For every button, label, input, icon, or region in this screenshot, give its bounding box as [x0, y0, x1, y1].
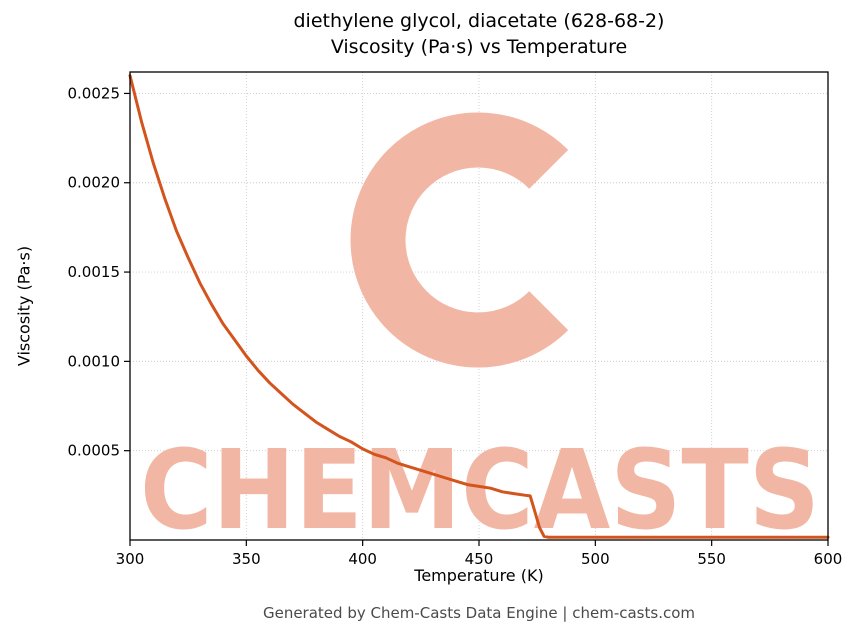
- viscosity-line: [128, 74, 830, 539]
- y-tick-label: 0.0020: [68, 174, 121, 192]
- chart-subtitle: Viscosity (Pa·s) vs Temperature: [330, 36, 628, 58]
- y-tick-label: 0.0015: [68, 263, 121, 281]
- y-tick-label: 0.0010: [68, 352, 121, 370]
- chart-title: diethylene glycol, diacetate (628-68-2): [293, 10, 665, 32]
- watermark-c-swirl-logo: [350, 112, 569, 368]
- x-tick-label: 350: [232, 550, 261, 568]
- y-tick-label: 0.0025: [68, 84, 121, 102]
- x-tick-label: 300: [116, 550, 145, 568]
- x-axis-label: Temperature (K): [414, 566, 544, 585]
- x-tick-label: 550: [697, 550, 726, 568]
- x-tick-label: 450: [465, 550, 494, 568]
- y-tick-label: 0.0005: [68, 442, 121, 460]
- x-tick-label: 400: [348, 550, 377, 568]
- x-tick-label: 500: [581, 550, 610, 568]
- footer-text: Generated by Chem-Casts Data Engine | ch…: [262, 604, 696, 622]
- y-axis-label: Viscosity (Pa·s): [14, 245, 34, 367]
- x-tick-label: 600: [814, 550, 843, 568]
- watermark-text: CHEMCASTS: [140, 426, 820, 554]
